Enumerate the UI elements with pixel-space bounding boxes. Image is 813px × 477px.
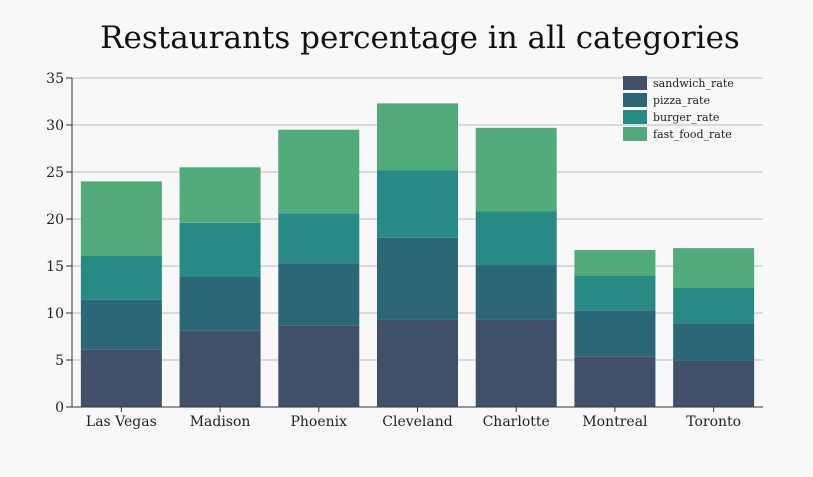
legend-swatch <box>623 110 647 124</box>
legend-label: pizza_rate <box>653 94 710 107</box>
bar-segment-burger-rate <box>278 213 360 264</box>
legend-swatch <box>623 76 647 90</box>
y-tick-label: 35 <box>46 71 64 87</box>
bar-segment-burger-rate <box>475 211 557 266</box>
bar-segment-pizza-rate <box>278 263 360 326</box>
legend-label: fast_food_rate <box>653 128 732 141</box>
y-tick-label: 0 <box>55 400 64 416</box>
bar-segment-pizza-rate <box>179 276 261 331</box>
y-tick-label: 10 <box>46 306 64 322</box>
bar-segment-sandwich-rate <box>80 349 162 407</box>
bar-segment-fast-food-rate <box>475 127 557 212</box>
chart-title: Restaurants percentage in all categories <box>100 20 740 56</box>
bar-segment-pizza-rate <box>80 299 162 350</box>
bar-segment-pizza-rate <box>574 310 656 357</box>
legend: sandwich_rate pizza_rate burger_rate fast_f… <box>623 76 734 141</box>
y-tick-label: 20 <box>46 212 64 228</box>
y-tick-label: 15 <box>46 259 64 275</box>
bar-segment-fast-food-rate <box>673 248 755 288</box>
bar-segment-fast-food-rate <box>179 167 261 223</box>
bar-segment-pizza-rate <box>475 265 557 320</box>
x-tick-label: Las Vegas <box>86 414 157 430</box>
bar-segment-burger-rate <box>179 222 261 277</box>
bar-segment-sandwich-rate <box>475 319 557 407</box>
bar-segment-burger-rate <box>574 275 656 311</box>
bar-segment-fast-food-rate <box>377 103 458 171</box>
bar-segment-sandwich-rate <box>278 325 360 407</box>
bar-segment-pizza-rate <box>673 323 755 361</box>
bars <box>80 103 755 407</box>
legend-label: burger_rate <box>653 111 719 124</box>
bar-segment-burger-rate <box>80 255 162 300</box>
bar-segment-sandwich-rate <box>574 356 656 407</box>
x-tick-label: Montreal <box>582 414 648 430</box>
y-tick-label: 30 <box>46 118 64 134</box>
legend-swatch <box>623 127 647 141</box>
bar-segment-fast-food-rate <box>278 129 360 214</box>
bar-segment-sandwich-rate <box>377 319 458 407</box>
x-tick-label: Madison <box>190 414 251 430</box>
bar-segment-fast-food-rate <box>574 250 656 276</box>
bar-segment-burger-rate <box>673 287 755 324</box>
bar-segment-fast-food-rate <box>80 181 162 256</box>
y-tick-label: 5 <box>55 353 64 369</box>
x-tick-label: Toronto <box>686 414 741 430</box>
axes: Las Vegas Madison Phoenix Cleveland Charlott… <box>46 71 763 430</box>
bar-segment-sandwich-rate <box>179 330 261 407</box>
x-tick-label: Phoenix <box>291 414 348 430</box>
y-tick-label: 25 <box>46 165 64 181</box>
x-tick-label: Charlotte <box>483 414 550 430</box>
bar-segment-sandwich-rate <box>673 360 755 407</box>
x-tick-label: Cleveland <box>382 414 453 430</box>
bar-segment-burger-rate <box>377 170 458 238</box>
legend-swatch <box>623 93 647 107</box>
bar-segment-pizza-rate <box>377 237 458 320</box>
legend-label: sandwich_rate <box>653 77 734 90</box>
